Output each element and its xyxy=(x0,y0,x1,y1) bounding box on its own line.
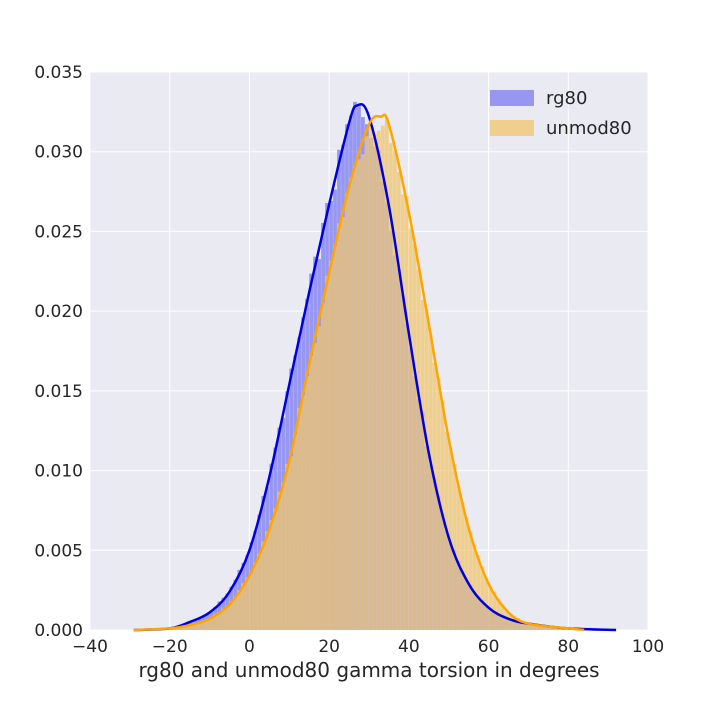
histogram-bar-unmod80 xyxy=(305,376,309,630)
y-tick-label: 0.030 xyxy=(34,143,83,163)
histogram-bar-unmod80 xyxy=(349,178,353,630)
y-tick-label: 0.005 xyxy=(34,541,83,561)
histogram-bar-unmod80 xyxy=(377,131,381,630)
histogram-bar-unmod80 xyxy=(257,553,261,630)
y-tick-label: 0.000 xyxy=(34,621,83,641)
histogram-bar-unmod80 xyxy=(293,435,297,630)
x-tick-label: 60 xyxy=(478,637,500,657)
histogram-bar-unmod80 xyxy=(333,246,337,630)
x-tick-label: 0 xyxy=(244,637,255,657)
histogram-bar-unmod80 xyxy=(409,229,413,630)
histogram-bar-unmod80 xyxy=(289,456,293,630)
legend-swatch-unmod80 xyxy=(490,120,534,136)
histogram-bar-unmod80 xyxy=(325,276,329,630)
y-tick-label: 0.020 xyxy=(34,302,83,322)
histogram-bar-unmod80 xyxy=(365,136,369,630)
histogram-bar-unmod80 xyxy=(373,134,377,630)
histogram-bar-unmod80 xyxy=(285,464,289,630)
histogram-bar-unmod80 xyxy=(233,597,237,630)
histogram-bar-unmod80 xyxy=(321,303,325,630)
histogram-bar-unmod80 xyxy=(345,193,349,630)
histogram-bar-unmod80 xyxy=(465,517,469,630)
histogram-bar-unmod80 xyxy=(237,590,241,630)
histogram-bar-unmod80 xyxy=(405,196,409,630)
x-tick-label: 100 xyxy=(632,637,664,657)
histogram-bar-unmod80 xyxy=(469,531,473,630)
histogram-bar-unmod80 xyxy=(269,520,273,630)
histogram-bar-unmod80 xyxy=(361,154,365,630)
x-tick-label: 80 xyxy=(557,637,579,657)
histogram-bar-unmod80 xyxy=(245,577,249,630)
y-tick-label: 0.025 xyxy=(34,222,83,242)
histogram-bar-unmod80 xyxy=(313,343,317,630)
histogram-bar-unmod80 xyxy=(309,356,313,630)
histogram-bar-unmod80 xyxy=(329,261,333,630)
histogram-bar-unmod80 xyxy=(357,159,361,630)
histogram-bar-unmod80 xyxy=(226,606,230,630)
y-tick-label: 0.035 xyxy=(34,63,83,83)
histogram-bar-unmod80 xyxy=(265,531,269,630)
histogram-bar-unmod80 xyxy=(401,194,405,630)
histogram-bar-unmod80 xyxy=(433,363,437,630)
histogram-bar-unmod80 xyxy=(273,509,277,630)
histogram-bar-unmod80 xyxy=(425,310,429,630)
legend-label-unmod80: unmod80 xyxy=(546,118,632,139)
histogram-bar-unmod80 xyxy=(261,541,265,630)
histogram-bar-unmod80 xyxy=(453,464,457,630)
histogram-bar-unmod80 xyxy=(341,217,345,630)
x-tick-label: 20 xyxy=(318,637,340,657)
histogram-bar-unmod80 xyxy=(277,492,281,630)
histogram-bar-unmod80 xyxy=(301,395,305,630)
x-axis-label: rg80 and unmod80 gamma torsion in degree… xyxy=(138,658,599,682)
histogram-bar-unmod80 xyxy=(393,151,397,630)
y-axis-ticks: 0.000 0.005 0.010 0.015 0.020 0.025 0.030 0.035 xyxy=(34,63,83,641)
histogram-bar-unmod80 xyxy=(369,126,373,630)
y-tick-label: 0.015 xyxy=(34,382,83,402)
histogram-bar-unmod80 xyxy=(461,502,465,630)
x-tick-label: −20 xyxy=(152,637,188,657)
histogram-bar-unmod80 xyxy=(397,172,401,630)
legend-label-rg80: rg80 xyxy=(546,88,587,109)
histogram-bar-unmod80 xyxy=(337,223,341,630)
histogram-bar-unmod80 xyxy=(253,563,257,630)
histogram-bar-unmod80 xyxy=(417,269,421,630)
histogram-bar-unmod80 xyxy=(353,166,357,630)
histogram-bar-unmod80 xyxy=(413,244,417,630)
histogram-bar-unmod80 xyxy=(249,573,253,630)
histogram-bar-unmod80 xyxy=(381,126,385,630)
histogram-bar-unmod80 xyxy=(473,545,477,630)
x-tick-label: 40 xyxy=(398,637,420,657)
y-tick-label: 0.010 xyxy=(34,462,83,482)
histogram-bar-unmod80 xyxy=(281,483,285,630)
histogram-bar-unmod80 xyxy=(317,326,321,630)
histogram-bar-unmod80 xyxy=(421,300,425,630)
histogram-bar-unmod80 xyxy=(297,408,301,630)
histogram-bar-unmod80 xyxy=(429,334,433,630)
legend-swatch-rg80 xyxy=(490,90,534,106)
